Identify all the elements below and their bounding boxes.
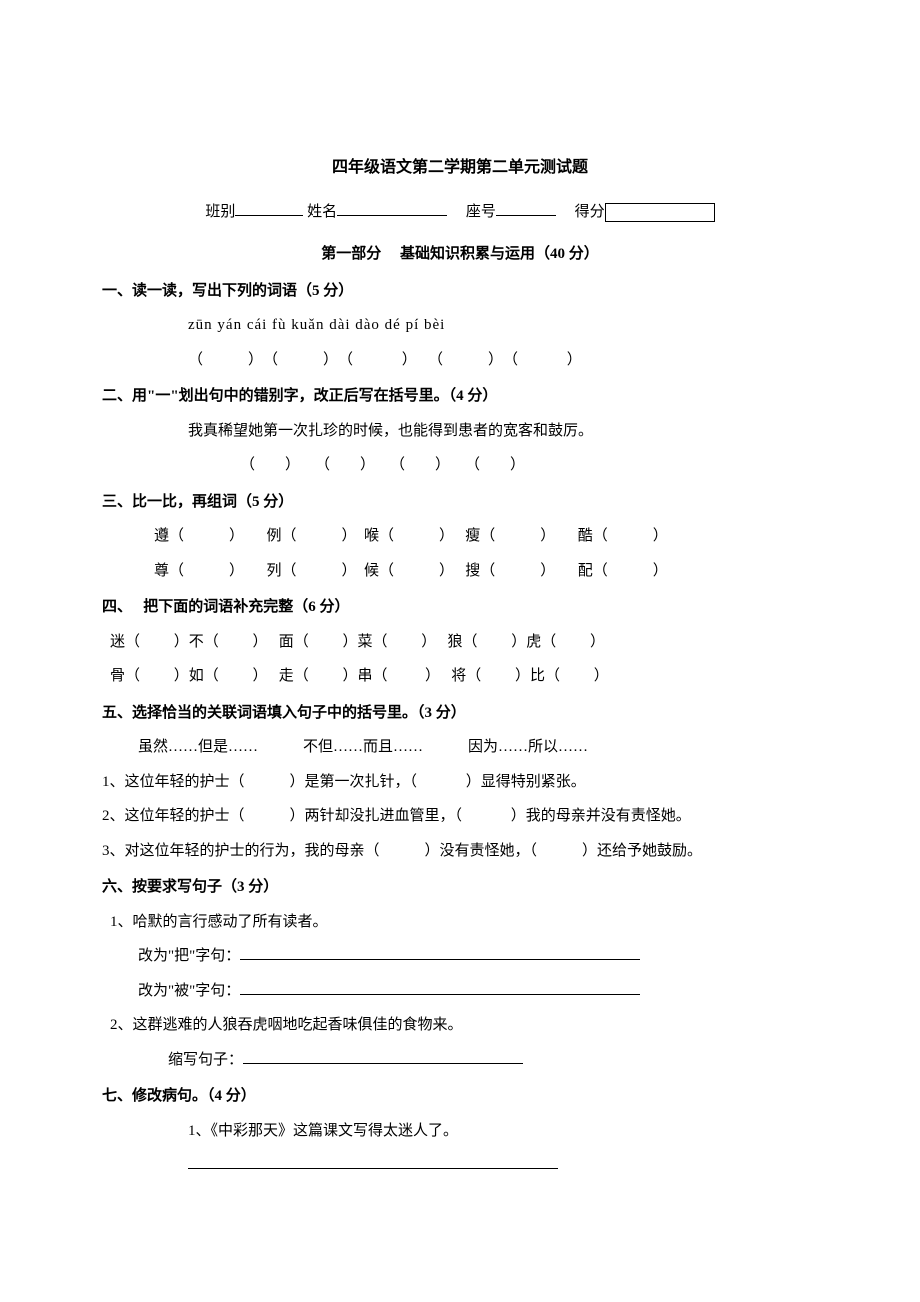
section-2-parens: （ ） （ ） （ ） （ ） (110, 448, 810, 483)
section-3-heading: 三、比一比，再组词（5 分） (102, 485, 810, 520)
section-5-q2: 2、这位年轻的护士（ ）两针却没扎进血管里，（ ）我的母亲并没有责怪她。 (102, 799, 810, 834)
section-6-q1a: 改为"把"字句： (110, 939, 810, 974)
section-5-heading: 五、选择恰当的关联词语填入句子中的括号里。（3 分） (102, 696, 810, 731)
seat-label: 座号 (466, 204, 496, 220)
class-blank (235, 201, 303, 216)
section-7-q1: 1、《中彩那天》这篇课文写得太迷人了。 (110, 1114, 810, 1149)
section-1-heading: 一、读一读，写出下列的词语（5 分） (102, 274, 810, 309)
section-1-parens: （ ） （ ） （ ） （ ） （ ） (110, 343, 810, 378)
name-blank (337, 201, 447, 216)
section-7-heading: 七、修改病句。（4 分） (102, 1079, 810, 1114)
section-6-q2a: 缩写句子： (110, 1043, 810, 1078)
section-7-answer-line (110, 1148, 810, 1183)
document-title: 四年级语文第二学期第二单元测试题 (110, 150, 810, 187)
section-2-sentence: 我真稀望她第一次扎珍的时候，也能得到患者的宽客和鼓厉。 (110, 414, 810, 449)
answer-line (240, 980, 640, 995)
section-4-heading: 四、 把下面的词语补充完整（6 分） (102, 590, 810, 625)
section-1-pinyin: zūn yán cái fù kuǎn dài dào dé pí bèi (110, 308, 810, 343)
class-label: 班别 (205, 204, 235, 220)
section-4-row2: 骨（ ）如（ ） 走（ ）串（ ） 将（ ）比（ ） (110, 659, 810, 694)
part1-title: 第一部分 基础知识积累与运用（40 分） (110, 237, 810, 272)
section-6-q1b: 改为"被"字句： (110, 974, 810, 1009)
section-5-q3: 3、对这位年轻的护士的行为，我的母亲（ ）没有责怪她，（ ）还给予她鼓励。 (102, 834, 810, 869)
section-5-q1: 1、这位年轻的护士（ ）是第一次扎针，（ ）显得特别紧张。 (102, 765, 810, 800)
score-label: 得分 (575, 204, 605, 220)
section-6-heading: 六、按要求写句子（3 分） (102, 870, 810, 905)
section-5-options: 虽然……但是…… 不但……而且…… 因为……所以…… (110, 730, 810, 765)
answer-line (243, 1049, 523, 1064)
name-label: 姓名 (307, 204, 337, 220)
score-box (605, 203, 715, 223)
section-3-row2: 尊（ ） 列（ ） 候（ ） 搜（ ） 配（ ） (110, 554, 810, 589)
student-info-row: 班别 姓名 座号 得分 (110, 195, 810, 230)
section-2-heading: 二、用"一"划出句中的错别字，改正后写在括号里。（4 分） (102, 379, 810, 414)
section-6-q1: 1、哈默的言行感动了所有读者。 (110, 905, 810, 940)
seat-blank (496, 201, 556, 216)
section-6-q2: 2、这群逃难的人狼吞虎咽地吃起香味俱佳的食物来。 (110, 1008, 810, 1043)
section-4-row1: 迷（ ）不（ ） 面（ ）菜（ ） 狼（ ）虎（ ） (110, 625, 810, 660)
section-3-row1: 遵（ ） 例（ ） 喉（ ） 瘦（ ） 酷（ ） (110, 519, 810, 554)
answer-line (240, 945, 640, 960)
